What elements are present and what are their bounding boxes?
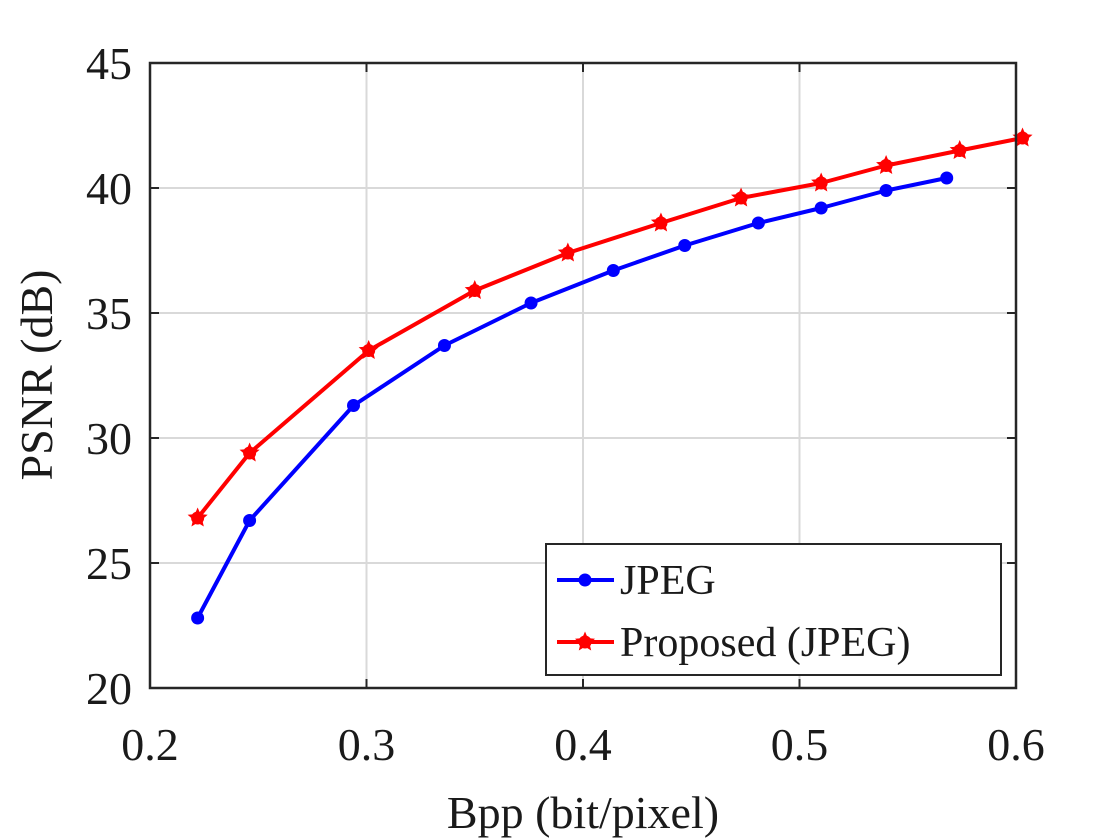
data-point-star — [557, 242, 578, 262]
legend-box — [545, 543, 1002, 676]
legend: JPEG Proposed (JPEG) — [545, 543, 1002, 676]
data-point — [606, 264, 620, 277]
data-point — [879, 184, 893, 197]
data-point — [437, 339, 451, 352]
data-point-star — [239, 442, 260, 462]
x-tick-label: 0.5 — [771, 719, 829, 770]
data-point-star — [187, 507, 208, 527]
data-point — [243, 514, 257, 527]
x-tick-label: 0.4 — [554, 719, 612, 770]
data-point — [678, 239, 692, 252]
data-point-star — [650, 212, 671, 232]
x-tick-label: 0.2 — [121, 719, 179, 770]
y-tick-label: 35 — [86, 288, 132, 339]
y-tick-label: 20 — [86, 663, 132, 714]
data-point-star — [949, 139, 970, 160]
data-point — [940, 171, 954, 185]
legend-marker-star — [574, 631, 596, 651]
y-tick-label: 30 — [86, 413, 132, 464]
y-tick-label: 45 — [86, 38, 132, 89]
series-0 — [191, 171, 954, 625]
data-point — [751, 216, 765, 230]
data-point-star — [464, 279, 485, 300]
legend-label: JPEG — [620, 558, 716, 604]
y-tick-label: 25 — [86, 538, 132, 589]
data-point-star — [358, 339, 379, 360]
data-point — [524, 296, 538, 310]
tick-labels: 0.2 0.3 0.4 0.5 0.6 20 25 30 35 40 45 — [86, 38, 1045, 770]
data-point — [191, 611, 205, 625]
data-point-star — [876, 154, 897, 175]
legend-item: JPEG — [557, 558, 716, 604]
series-1 — [187, 127, 1033, 527]
series-layer — [187, 127, 1033, 625]
y-tick-label: 40 — [86, 163, 132, 214]
data-point-star — [811, 172, 832, 192]
x-tick-label: 0.6 — [987, 719, 1045, 770]
x-tick-label: 0.3 — [338, 719, 396, 770]
legend-label: Proposed (JPEG) — [620, 620, 911, 666]
data-point-star — [731, 187, 752, 207]
data-point — [814, 201, 828, 215]
legend-marker — [578, 573, 592, 587]
y-axis-label: PSNR (dB) — [11, 270, 62, 481]
legend-item: Proposed (JPEG) — [557, 620, 911, 666]
x-axis-label: Bpp (bit/pixel) — [447, 787, 719, 838]
ticks — [149, 62, 1017, 689]
data-point — [347, 399, 361, 412]
